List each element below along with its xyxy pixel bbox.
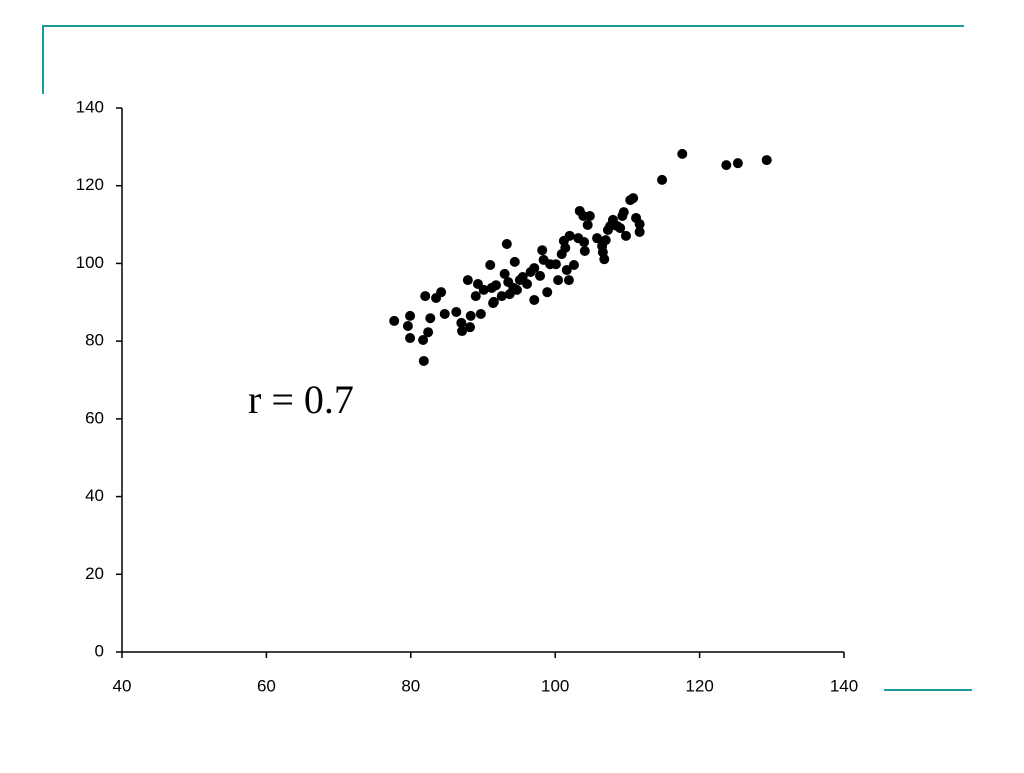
y-tick-label: 60 — [85, 408, 104, 427]
point — [599, 254, 610, 265]
point — [490, 280, 501, 291]
point — [721, 160, 732, 171]
point — [457, 326, 468, 337]
point — [499, 268, 510, 279]
point — [529, 263, 540, 274]
point — [465, 310, 476, 321]
point — [542, 287, 553, 298]
point — [620, 230, 631, 241]
point — [405, 310, 416, 321]
y-tick-label: 20 — [85, 564, 104, 583]
point — [657, 174, 668, 185]
y-tick-label: 0 — [95, 641, 104, 660]
point — [470, 291, 481, 302]
point — [389, 315, 400, 326]
point — [436, 287, 447, 298]
point — [423, 327, 434, 338]
point — [420, 291, 431, 302]
x-tick-label: 140 — [830, 676, 858, 695]
y-tick-label: 120 — [76, 175, 104, 194]
point — [568, 259, 579, 270]
point — [560, 242, 571, 253]
point — [582, 219, 593, 230]
point — [522, 279, 533, 290]
point — [579, 237, 590, 248]
y-tick-label: 140 — [76, 97, 104, 116]
point — [561, 265, 572, 276]
point — [618, 207, 629, 218]
decor-line — [42, 25, 964, 94]
point — [553, 275, 564, 286]
point — [501, 239, 512, 249]
y-tick-label: 100 — [76, 253, 104, 272]
point — [496, 291, 507, 302]
point — [592, 233, 603, 244]
point — [418, 355, 429, 366]
point — [550, 259, 561, 270]
y-tick-label: 40 — [85, 486, 104, 505]
point — [634, 226, 645, 237]
point — [511, 284, 522, 295]
point — [478, 284, 489, 295]
x-tick-label: 120 — [685, 676, 713, 695]
x-tick-label: 60 — [257, 676, 276, 695]
point — [535, 270, 546, 281]
x-tick-label: 100 — [541, 676, 569, 695]
annotation: r = 0.7 — [248, 377, 354, 422]
point — [425, 313, 436, 324]
point — [529, 294, 540, 305]
point — [584, 211, 595, 222]
point — [439, 308, 450, 319]
point — [600, 235, 611, 246]
point — [537, 245, 548, 256]
point — [456, 317, 467, 328]
point — [418, 334, 429, 345]
point — [579, 245, 590, 256]
point — [564, 230, 575, 241]
point — [761, 155, 772, 166]
point — [405, 333, 416, 344]
point — [634, 219, 645, 230]
point — [509, 256, 520, 267]
point — [402, 320, 413, 331]
point — [475, 308, 486, 319]
point — [462, 275, 473, 286]
point — [488, 298, 499, 309]
point — [615, 223, 626, 234]
point — [451, 307, 462, 317]
point — [677, 148, 688, 159]
point — [563, 275, 574, 286]
point — [732, 158, 743, 169]
x-tick-label: 40 — [113, 676, 132, 695]
x-tick-label: 80 — [401, 676, 420, 695]
point — [465, 322, 476, 333]
point — [628, 193, 639, 204]
y-tick-label: 80 — [85, 331, 104, 350]
point — [485, 259, 496, 270]
